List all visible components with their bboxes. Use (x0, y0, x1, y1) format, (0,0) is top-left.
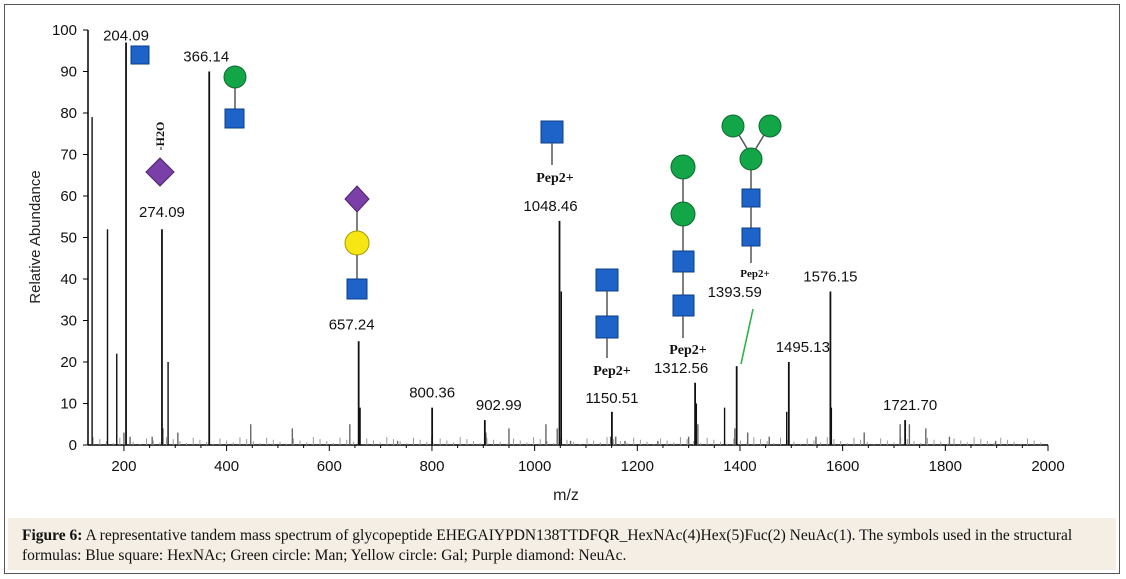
caption-text: A representative tandem mass spectrum of… (22, 527, 1073, 564)
hexnac-square-icon (130, 45, 150, 65)
x-tick-label: 2000 (1031, 458, 1064, 475)
glycan-symbols: -H2O Pep2+ Pep2+ Pep2+ (130, 45, 782, 379)
y-tick-label: 50 (60, 230, 77, 247)
peak-label: 657.24 (329, 316, 375, 333)
hexnac-square-icon (741, 188, 761, 208)
x-tick-label: 1400 (723, 458, 756, 475)
peak-label: 366.14 (183, 49, 229, 66)
man-circle-icon (670, 154, 696, 180)
neuac-diamond-icon (344, 185, 370, 213)
y-tick-label: 100 (52, 22, 77, 39)
x-ticks: 200 400 600 800 1000 1200 1400 1600 1800 2000 (111, 445, 1065, 475)
pep2plus-label: Pep2+ (536, 171, 574, 186)
x-axis-label: m/z (553, 487, 579, 504)
man-circle-icon (223, 65, 247, 89)
hexnac-square-icon (540, 120, 564, 144)
hexnac-square-icon (595, 315, 619, 339)
peak-label: 274.09 (139, 204, 185, 221)
x-tick-label: 800 (419, 458, 444, 475)
y-tick-label: 80 (60, 105, 77, 122)
man-circle-icon (670, 201, 696, 227)
x-tick-label: 600 (317, 458, 342, 475)
h2o-label: -H2O (153, 122, 167, 151)
hexnac-square-icon (595, 268, 619, 292)
x-tick-label: 200 (111, 458, 136, 475)
y-tick-label: 20 (60, 354, 77, 371)
neuac-diamond-icon (145, 157, 175, 187)
caption-label: Figure 6: (22, 527, 83, 544)
peak-label: 1393.59 (708, 284, 762, 301)
peak-label: 1721.70 (883, 397, 937, 414)
peak-label: 1576.15 (803, 268, 857, 285)
hexnac-square-icon (672, 294, 695, 317)
y-tick-label: 40 (60, 271, 77, 288)
peak-label: 1048.46 (523, 198, 577, 215)
glycan-link (754, 134, 765, 151)
h2o-annotation: -H2O (153, 122, 167, 151)
peaks (91, 42, 1042, 445)
hexnac-square-icon (672, 250, 695, 273)
plot-area (87, 30, 1048, 446)
hexnac-square-icon (346, 278, 368, 300)
pep2plus-label: Pep2+ (669, 343, 707, 358)
y-tick-label: 30 (60, 313, 77, 330)
x-tick-label: 1000 (518, 458, 551, 475)
peak-label: 1495.13 (776, 339, 830, 356)
gal-circle-icon (344, 230, 370, 256)
peak-labels: 204.09 274.09 366.14 657.24 800.36 902.99 1048… (103, 27, 937, 414)
peak-label: 204.09 (103, 27, 149, 44)
peak-label: 1150.51 (585, 390, 638, 407)
x-tick-label: 1200 (621, 458, 654, 475)
peak-label: 902.99 (476, 397, 522, 414)
man-circle-icon (739, 147, 763, 171)
y-ticks: 0 10 20 30 40 50 60 70 80 90 100 (52, 22, 88, 454)
x-tick-label: 400 (214, 458, 239, 475)
x-tick-label: 1800 (929, 458, 962, 475)
peak-label: 1312.56 (654, 360, 708, 377)
y-tick-label: 60 (60, 188, 77, 205)
glycan-link (738, 134, 749, 151)
y-tick-label: 90 (60, 64, 77, 81)
hexnac-square-icon (741, 227, 761, 247)
hexnac-square-icon (224, 108, 245, 129)
y-tick-label: 10 (60, 396, 77, 413)
y-tick-label: 0 (69, 437, 77, 454)
y-tick-label: 70 (60, 147, 77, 164)
peak-label: 800.36 (409, 385, 455, 402)
x-tick-label: 1600 (826, 458, 859, 475)
man-circle-icon (721, 114, 745, 138)
pep2plus-label: Pep2+ (740, 268, 770, 280)
y-axis-label: Relative Abundance (27, 170, 44, 303)
pep2plus-label: Pep2+ (593, 364, 631, 379)
mass-spectrum-chart: 0 10 20 30 40 50 60 70 80 90 100 200 400 600 800 1000 1… (27, 22, 1065, 504)
figure-caption: Figure 6: A representative tandem mass s… (8, 518, 1116, 570)
callout-line (740, 308, 754, 365)
figure-frame (4, 4, 1120, 574)
man-circle-icon (758, 114, 782, 138)
